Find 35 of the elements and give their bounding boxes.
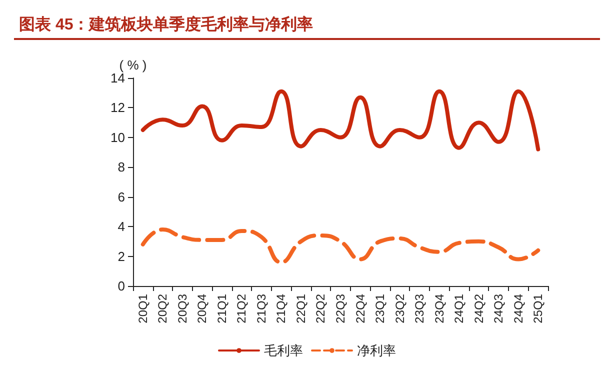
x-tick-label: 22Q1: [294, 294, 308, 324]
y-tick-label: 12: [110, 100, 125, 116]
chart-title: 图表 45：建筑板块单季度毛利率与净利率: [19, 14, 314, 34]
x-tick-label: 24Q3: [492, 294, 506, 324]
x-tick-label: 20Q2: [156, 294, 170, 324]
x-tick-label: 20Q1: [136, 294, 150, 324]
x-tick-label: 24Q2: [472, 294, 486, 324]
y-tick-label: 6: [118, 189, 125, 204]
x-tick-label: 23Q1: [373, 294, 388, 324]
y-tick-label: 14: [110, 70, 125, 86]
x-tick-label: 21Q4: [274, 294, 288, 324]
y-tick-label: 8: [118, 160, 125, 175]
x-tick-label: 23Q3: [412, 294, 427, 324]
legend-label: 毛利率: [264, 343, 303, 358]
y-tick-label: 0: [118, 278, 125, 294]
x-tick-label: 21Q1: [214, 294, 229, 324]
x-tick-label: 23Q4: [432, 294, 446, 324]
x-tick-label: 24Q4: [511, 294, 526, 324]
x-tick-label: 22Q4: [353, 294, 368, 324]
x-tick-label: 20Q4: [195, 294, 210, 324]
y-tick-label: 10: [110, 130, 125, 145]
y-tick-label: 4: [118, 219, 125, 234]
y-axis-title: ( % ): [119, 58, 147, 73]
x-tick-label: 22Q3: [334, 294, 348, 324]
x-tick-label: 25Q1: [531, 294, 546, 324]
legend-label: 净利率: [357, 343, 396, 358]
x-tick-label: 21Q2: [234, 294, 249, 324]
y-tick-label: 2: [118, 248, 125, 264]
x-tick-label: 23Q2: [392, 294, 407, 324]
line-series: [140, 228, 540, 264]
x-tick-label: 24Q1: [452, 294, 466, 324]
x-tick-label: 20Q3: [175, 294, 190, 324]
line-series: [140, 89, 540, 152]
x-tick-label: 22Q2: [314, 294, 328, 324]
x-tick-label: 21Q3: [254, 294, 268, 324]
